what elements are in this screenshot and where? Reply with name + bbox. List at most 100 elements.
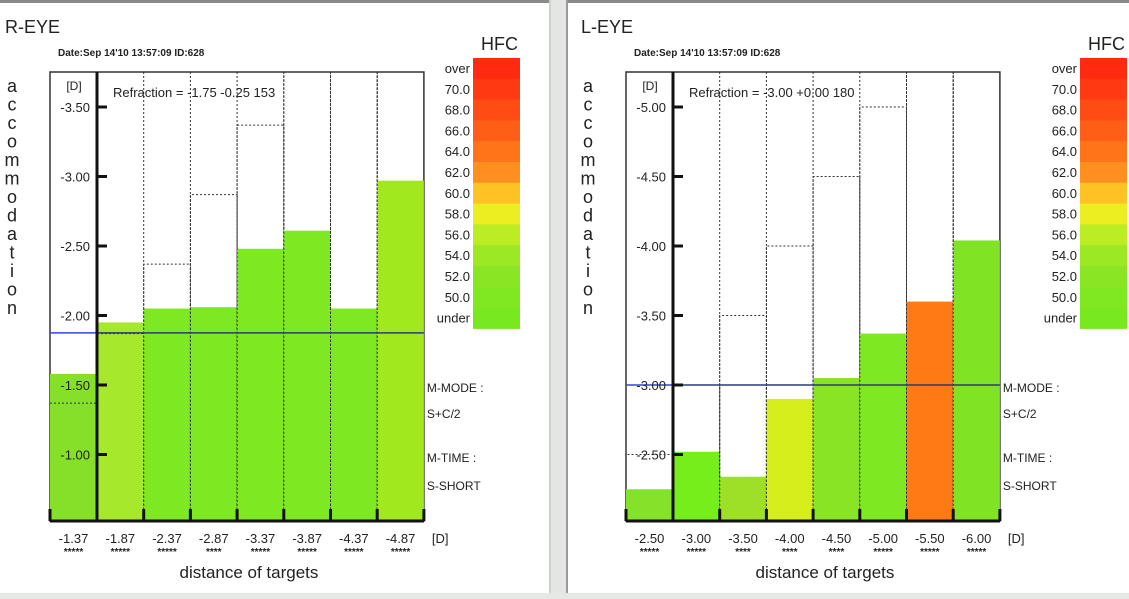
hfc-legend-label: 56.0: [445, 227, 470, 242]
hfc-legend-swatch: [1080, 203, 1127, 225]
hfc-legend-label: 60.0: [1052, 186, 1077, 201]
refraction-text: Refraction = -1.75 -0.25 153: [113, 85, 275, 100]
accommodation-bar: [719, 476, 767, 521]
quality-stars: *****: [967, 547, 987, 558]
accommodation-bar: [859, 333, 907, 521]
x-axis-label: distance of targets: [755, 563, 894, 582]
y-tick-label: -3.00: [60, 170, 90, 185]
hfc-legend-swatch: [473, 224, 520, 246]
x-tick-label: -4.37: [339, 531, 369, 546]
hfc-legend-swatch: [473, 286, 520, 309]
y-axis-label-letter: o: [583, 280, 593, 300]
y-axis-label-letter: o: [7, 187, 17, 207]
y-axis-label-letter: o: [7, 132, 17, 152]
measurement-mode-label: M-TIME :: [1003, 451, 1052, 465]
measurement-mode-label: S-SHORT: [427, 479, 481, 493]
y-axis-label-letter: n: [7, 298, 17, 318]
hfc-legend-swatch: [1080, 266, 1127, 288]
bottom-border: [0, 593, 1129, 599]
y-tick-label: -1.00: [60, 448, 90, 463]
accommodation-bar: [673, 451, 720, 521]
hfc-legend-label: 50.0: [445, 290, 470, 305]
y-axis-label-letter: m: [5, 150, 20, 170]
y-axis-label-letter: c: [584, 113, 593, 133]
hfc-legend-swatch: [473, 58, 520, 80]
hfc-legend-label: 56.0: [1052, 227, 1077, 242]
accommodation-bar: [283, 230, 331, 521]
x-tick-label: -1.37: [59, 531, 89, 546]
separator-edge: [566, 0, 568, 599]
x-tick-label: -2.87: [199, 531, 229, 546]
hfc-legend-label: over: [1052, 61, 1078, 76]
measurement-mode-label: S+C/2: [1003, 407, 1037, 421]
hfc-legend-label: 54.0: [445, 248, 470, 263]
date-id-line: Date:Sep 14'10 13:57:09 ID:628: [634, 48, 781, 59]
panel-separator: [549, 0, 568, 599]
quality-stars: *****: [111, 547, 131, 558]
target-outline: [719, 315, 767, 521]
hfc-legend-label: 52.0: [445, 269, 470, 284]
hfc-legend-swatch: [473, 162, 520, 184]
quality-stars: *****: [640, 547, 660, 558]
quality-stars: *****: [251, 547, 271, 558]
x-unit-label: [D]: [432, 531, 449, 546]
hfc-legend-label: 70.0: [445, 82, 470, 97]
quality-stars: ****: [735, 547, 751, 558]
y-tick-label: -4.50: [636, 170, 666, 185]
y-tick-label: -2.50: [636, 448, 666, 463]
x-unit-label: [D]: [1008, 531, 1025, 546]
hfc-legend-label: 60.0: [445, 186, 470, 201]
accommodation-bar: [190, 307, 238, 521]
separator-edge: [549, 0, 551, 599]
target-outline: [765, 245, 814, 521]
y-tick-label: -3.50: [60, 100, 90, 115]
hfc-legend-swatch: [473, 307, 520, 329]
quality-stars: *****: [157, 547, 177, 558]
accommodation-bar: [97, 322, 144, 521]
x-tick-label: -5.50: [915, 531, 945, 546]
y-tick-label: -4.00: [636, 239, 666, 254]
x-tick-label: -4.50: [822, 531, 852, 546]
y-axis-label-letter: o: [583, 132, 593, 152]
hfc-legend-swatch: [473, 245, 520, 267]
quality-stars: *****: [391, 547, 411, 558]
x-tick-label: -4.87: [386, 531, 416, 546]
accommodation-bar: [330, 308, 378, 521]
accommodation-bar: [143, 308, 191, 521]
target-outline: [859, 106, 907, 521]
quality-stars: *****: [64, 547, 84, 558]
target-outline: [625, 454, 674, 521]
hfc-legend-swatch: [473, 99, 520, 121]
y-tick-label: -1.50: [60, 378, 90, 393]
x-tick-label: -5.00: [868, 531, 898, 546]
y-axis-label-letter: t: [585, 243, 590, 263]
y-axis-label-letter: i: [10, 261, 14, 281]
x-tick-label: -3.00: [682, 531, 712, 546]
y-unit-label: [D]: [66, 79, 81, 93]
accommodation-bar: [813, 378, 860, 521]
x-axis-label: distance of targets: [179, 563, 318, 582]
date-id-line: Date:Sep 14'10 13:57:09 ID:628: [58, 48, 205, 59]
hfc-legend-label: 52.0: [1052, 269, 1077, 284]
y-axis-label-letter: m: [5, 169, 20, 189]
hfc-legend-label: 68.0: [445, 103, 470, 118]
hfc-legend-swatch: [473, 182, 520, 205]
measurement-mode-label: S-SHORT: [1003, 479, 1057, 493]
hfc-legend-label: under: [437, 311, 471, 326]
quality-stars: *****: [344, 547, 364, 558]
hfc-legend-swatch: [1080, 162, 1127, 184]
hfc-legend-swatch: [473, 78, 520, 101]
hfc-legend-label: 54.0: [1052, 248, 1077, 263]
x-tick-label: -6.00: [962, 531, 992, 546]
hfc-legend-label: 62.0: [1052, 165, 1077, 180]
quality-stars: *****: [297, 547, 317, 558]
y-axis-label-letter: m: [581, 169, 596, 189]
accommodation-bar: [626, 489, 673, 521]
hfc-legend-label: 62.0: [445, 165, 470, 180]
x-tick-label: -2.50: [635, 531, 665, 546]
y-tick-label: -2.50: [60, 239, 90, 254]
y-axis-label-letter: t: [9, 243, 14, 263]
quality-stars: ****: [206, 547, 222, 558]
measurement-mode-label: M-MODE :: [1003, 381, 1060, 395]
x-tick-label: -2.37: [152, 531, 182, 546]
